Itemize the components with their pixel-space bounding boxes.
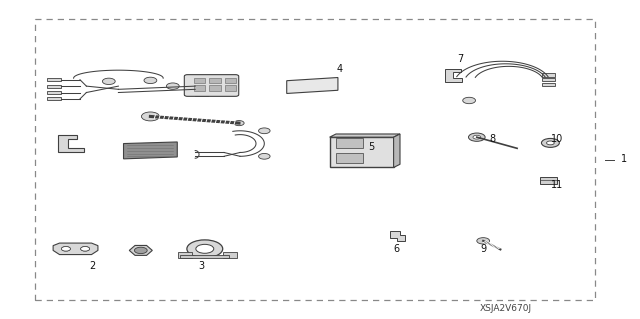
Text: 2: 2 [90,261,96,271]
Text: 10: 10 [550,134,563,144]
Bar [194,78,205,83]
Bar [223,252,237,258]
Circle shape [463,97,476,104]
Bar [542,83,555,86]
Bar [35,19,595,300]
Bar [194,85,205,91]
Circle shape [61,247,70,251]
Bar [195,92,208,96]
FancyBboxPatch shape [184,75,239,96]
Polygon shape [330,134,400,137]
Circle shape [141,112,159,121]
Circle shape [547,141,554,145]
Text: 8: 8 [490,134,496,144]
Circle shape [468,133,485,141]
Text: 9: 9 [480,244,486,254]
Circle shape [81,247,90,251]
Circle shape [477,238,490,244]
Circle shape [187,240,223,258]
Circle shape [166,83,179,89]
Circle shape [144,77,157,84]
Bar [540,177,557,184]
Text: 11: 11 [550,180,563,190]
Circle shape [102,78,115,85]
Text: 4: 4 [336,63,342,74]
Bar [195,79,208,84]
Circle shape [473,135,481,139]
Text: 1: 1 [621,154,627,165]
Bar [330,137,394,167]
Polygon shape [129,245,152,256]
Polygon shape [53,243,98,255]
Text: 6: 6 [394,244,400,254]
Bar [209,85,221,91]
Polygon shape [445,69,462,82]
Circle shape [234,121,244,126]
Circle shape [196,244,214,253]
Circle shape [61,247,70,251]
Circle shape [259,153,270,159]
Bar [47,91,61,94]
Bar [195,85,208,90]
Bar [47,78,61,81]
Text: XSJA2V670J: XSJA2V670J [479,304,532,313]
Bar [178,252,192,258]
Bar [47,85,61,88]
Text: 5: 5 [368,142,374,152]
Polygon shape [390,231,405,241]
Bar [209,78,221,83]
Text: 7: 7 [458,54,464,64]
Polygon shape [287,78,338,93]
Circle shape [259,128,270,134]
Bar [542,78,555,81]
Bar [225,78,236,83]
Polygon shape [124,142,177,159]
Bar [542,73,555,77]
Bar [225,85,236,91]
Text: 3: 3 [198,261,205,271]
Circle shape [134,247,147,254]
Polygon shape [394,134,400,167]
Bar [180,255,229,258]
Circle shape [541,138,559,147]
Bar [336,138,363,148]
Circle shape [81,247,90,251]
Polygon shape [58,135,84,152]
Bar [47,97,61,100]
Bar [336,153,363,163]
